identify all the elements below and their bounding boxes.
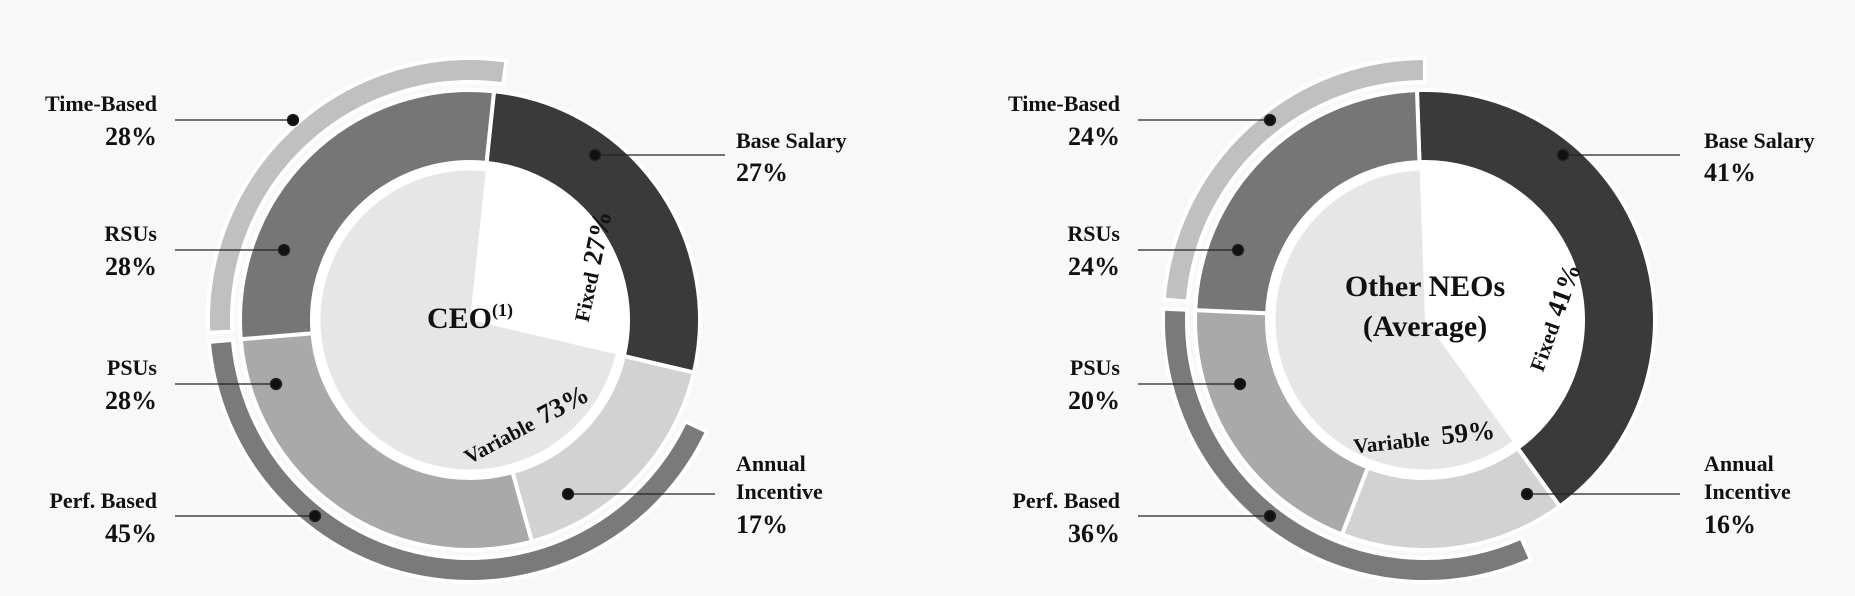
ceo-chart: CEO(1) Fixed27% Variable73% Time-Based 2… [45, 56, 847, 584]
neo-outer-time-based [1161, 55, 1427, 304]
ceo-label-annual: Annual [736, 451, 806, 476]
ceo-donut-rings [206, 56, 710, 584]
neo-label-incentive: Incentive [1704, 479, 1791, 504]
ceo-label-rsus: RSUs [104, 221, 157, 246]
neo-value-perf-based: 36% [1068, 519, 1120, 548]
neo-pie-fixed [1419, 169, 1575, 442]
ceo-value-base-salary: 27% [736, 158, 788, 187]
ceo-label-psus: PSUs [107, 355, 158, 380]
neo-leader-lines [1138, 113, 1680, 523]
ceo-psus-dot [269, 377, 283, 391]
ceo-base-salary-dot [588, 148, 602, 162]
neo-value-base-salary: 41% [1704, 158, 1756, 187]
neo-value-psus: 20% [1068, 386, 1120, 415]
neo-ring-rsus [1193, 88, 1422, 316]
ceo-leader-lines [175, 113, 725, 523]
neo-label-rsus: RSUs [1067, 221, 1120, 246]
neo-annual-incentive-dot [1520, 487, 1534, 501]
neo-outer-perf-based [1161, 306, 1534, 584]
ceo-value-rsus: 28% [105, 252, 157, 281]
ceo-outer-perf-based [206, 337, 710, 584]
neo-base-salary-dot [1556, 148, 1570, 162]
ceo-outer-time-based [206, 56, 509, 335]
ceo-rsus-dot [277, 243, 291, 257]
ceo-label-time-based: Time-Based [45, 91, 157, 116]
neo-time-based-dot [1263, 113, 1277, 127]
ceo-value-annual-incentive: 17% [736, 510, 788, 539]
ceo-time-based-dot [286, 113, 300, 127]
ceo-pie-border [313, 163, 627, 477]
ceo-value-time-based: 28% [105, 122, 157, 151]
neo-value-time-based: 24% [1068, 122, 1120, 151]
neo-label-psus: PSUs [1070, 355, 1121, 380]
ceo-label-base-salary: Base Salary [736, 128, 847, 153]
ceo-ring-base-salary [484, 89, 702, 375]
ceo-pie-fixed [470, 170, 621, 355]
ceo-value-psus: 28% [105, 386, 157, 415]
ceo-center-title: CEO(1) [427, 300, 513, 335]
neo-chart: Other NEOs (Average) Fixed41% Variable 59… [1008, 55, 1815, 584]
neo-donut-rings [1161, 55, 1657, 584]
neo-pie-variable [1275, 170, 1513, 470]
neo-pie-border [1268, 163, 1582, 477]
neo-ring-base-salary [1414, 88, 1657, 510]
ceo-pie-variable [320, 170, 617, 470]
neo-center-subtitle: (Average) [1363, 310, 1487, 343]
ceo-ring-rsus [238, 88, 497, 342]
ceo-annual-incentive-dot [561, 487, 575, 501]
neo-label-time-based: Time-Based [1008, 91, 1120, 116]
neo-label-base-salary: Base Salary [1704, 128, 1815, 153]
ceo-label-incentive: Incentive [736, 479, 823, 504]
ceo-label-perf-based: Perf. Based [49, 488, 157, 513]
ceo-perf-based-dot [308, 509, 322, 523]
neo-center-title: Other NEOs [1345, 270, 1505, 303]
neo-value-annual-incentive: 16% [1704, 510, 1756, 539]
neo-rsus-dot [1231, 243, 1245, 257]
neo-psus-dot [1233, 377, 1247, 391]
ceo-ring-psus [238, 331, 535, 552]
neo-label-perf-based: Perf. Based [1012, 488, 1120, 513]
ceo-value-perf-based: 45% [105, 519, 157, 548]
neo-label-annual: Annual [1704, 451, 1774, 476]
neo-value-rsus: 24% [1068, 252, 1120, 281]
neo-perf-based-dot [1263, 509, 1277, 523]
